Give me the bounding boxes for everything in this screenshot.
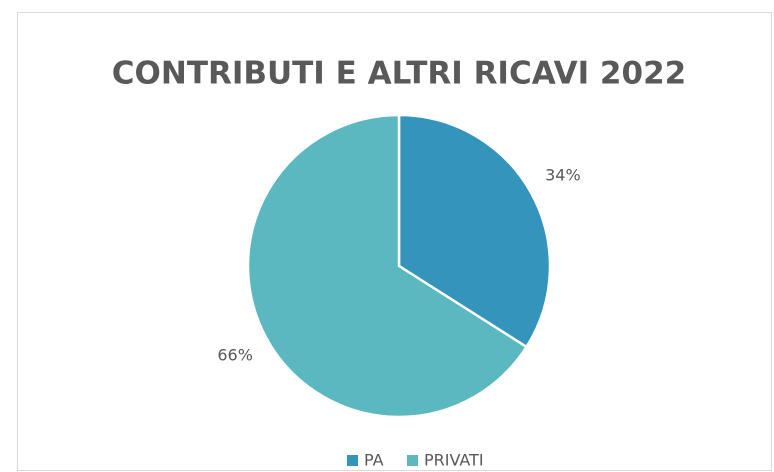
data-label: 66% (217, 346, 253, 365)
legend-swatch (407, 455, 418, 466)
data-label: 34% (545, 165, 581, 184)
pie-slice (246, 113, 529, 419)
chart-title: CONTRIBUTI E ALTRI RICAVI 2022 (112, 56, 686, 92)
legend-label: PRIVATI (424, 451, 484, 470)
legend-label: PA (364, 451, 384, 470)
legend-swatch (347, 455, 358, 466)
